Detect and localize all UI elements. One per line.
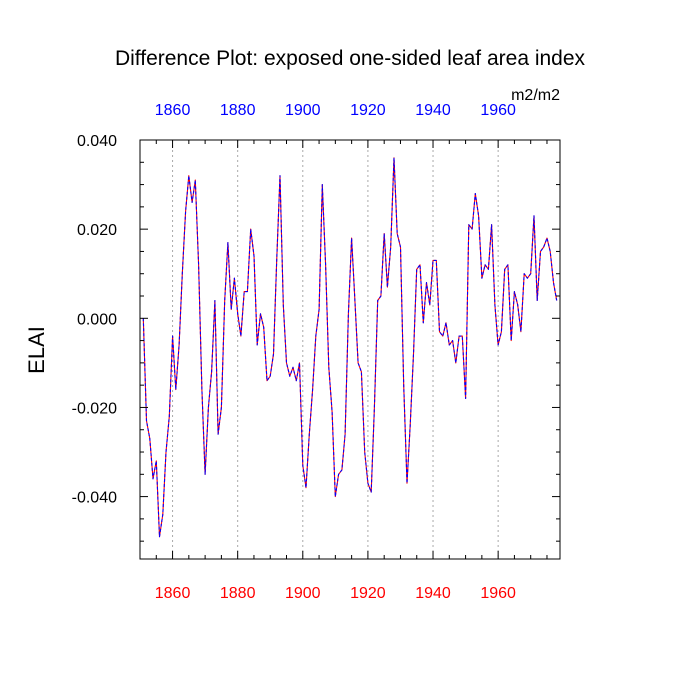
y-tick-label-1: 0.020: [77, 222, 117, 239]
x-tick-label-bottom-1920: 1920: [350, 585, 386, 602]
x-tick-label-bottom-1880: 1880: [220, 585, 256, 602]
x-tick-label-top-1880: 1880: [220, 102, 256, 119]
y-tick-label-2: 0.000: [77, 311, 117, 328]
x-tick-label-bottom-1960: 1960: [480, 585, 516, 602]
y-tick-label-3: -0.020: [72, 400, 117, 417]
x-tick-label-bottom-1860: 1860: [155, 585, 191, 602]
tick-labels: 1860 1860 1880 1880 1900 1900 1920 1920 1940 1940…: [72, 102, 516, 602]
plot-frame: [139, 139, 561, 560]
chart-title: Difference Plot: exposed one-sided leaf …: [115, 47, 586, 70]
y-tick-label-4: -0.040: [72, 490, 117, 507]
x-tick-label-bottom-1940: 1940: [415, 585, 451, 602]
x-tick-label-bottom-1900: 1900: [285, 585, 321, 602]
x-tick-label-top-1940: 1940: [415, 102, 451, 119]
x-tick-label-top-1900: 1900: [285, 102, 321, 119]
series-line-blue-dashed: [142, 157, 558, 538]
x-tick-label-top-1920: 1920: [350, 102, 386, 119]
ticks: [140, 139, 560, 559]
x-tick-label-top-1960: 1960: [480, 102, 516, 119]
series-line-red: [142, 157, 558, 538]
series-layer: [142, 157, 558, 538]
units-label: m2/m2: [511, 87, 560, 104]
x-tick-label-top-1860: 1860: [155, 102, 191, 119]
y-tick-label-0: 0.040: [77, 133, 117, 150]
y-axis-label: ELAI: [24, 326, 49, 374]
